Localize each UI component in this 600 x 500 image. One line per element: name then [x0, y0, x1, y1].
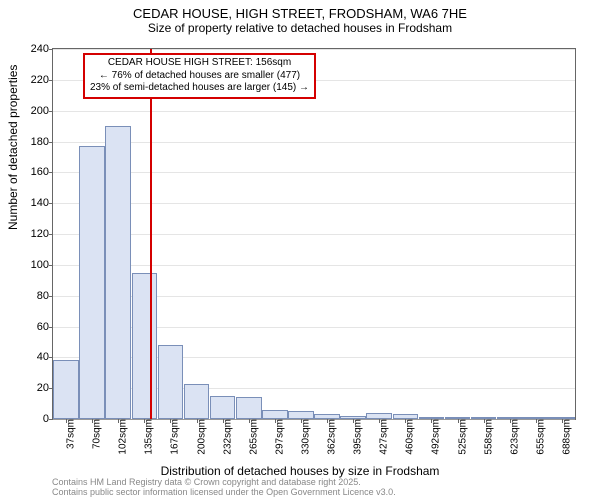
footer-line2: Contains public sector information licen…: [52, 488, 396, 498]
xtick-label: 135sqm: [142, 419, 155, 455]
ytick-label: 20: [37, 382, 53, 394]
gridline: [53, 265, 575, 266]
histogram-bar: [158, 345, 184, 419]
xtick-label: 492sqm: [429, 419, 442, 455]
ytick-label: 220: [31, 74, 53, 86]
gridline: [53, 142, 575, 143]
reference-line: [150, 49, 152, 419]
gridline: [53, 49, 575, 50]
gridline: [53, 111, 575, 112]
xtick-label: 623sqm: [507, 419, 520, 455]
ytick-label: 60: [37, 321, 53, 333]
gridline: [53, 203, 575, 204]
ytick-label: 240: [31, 43, 53, 55]
histogram-bar: [262, 410, 288, 419]
histogram-bar: [288, 411, 314, 419]
xtick-label: 395sqm: [351, 419, 364, 455]
histogram-bar: [132, 273, 158, 419]
xtick-label: 525sqm: [455, 419, 468, 455]
chart-subtitle: Size of property relative to detached ho…: [0, 21, 600, 35]
histogram-bar: [210, 396, 236, 419]
xtick-label: 167sqm: [168, 419, 181, 455]
ytick-label: 100: [31, 259, 53, 271]
xtick-label: 37sqm: [64, 419, 77, 449]
annotation-line: ← 76% of detached houses are smaller (47…: [90, 70, 309, 83]
xtick-label: 427sqm: [377, 419, 390, 455]
ytick-label: 200: [31, 105, 53, 117]
chart-title: CEDAR HOUSE, HIGH STREET, FRODSHAM, WA6 …: [0, 0, 600, 21]
histogram-bar: [184, 384, 210, 419]
histogram-bar: [105, 126, 131, 419]
xtick-label: 460sqm: [403, 419, 416, 455]
ytick-label: 160: [31, 166, 53, 178]
gridline: [53, 234, 575, 235]
xtick-label: 330sqm: [298, 419, 311, 455]
histogram-bar: [53, 360, 79, 419]
annotation-line: CEDAR HOUSE HIGH STREET: 156sqm: [90, 57, 309, 70]
ytick-label: 140: [31, 197, 53, 209]
histogram-bar: [79, 146, 105, 419]
chart-footer: Contains HM Land Registry data © Crown c…: [52, 478, 396, 498]
x-axis-label: Distribution of detached houses by size …: [0, 464, 600, 478]
xtick-label: 688sqm: [559, 419, 572, 455]
plot-area: 02040608010012014016018020022024037sqm70…: [52, 48, 576, 420]
xtick-label: 362sqm: [325, 419, 338, 455]
xtick-label: 297sqm: [272, 419, 285, 455]
xtick-label: 232sqm: [220, 419, 233, 455]
y-axis-label: Number of detached properties: [6, 65, 20, 230]
chart-container: CEDAR HOUSE, HIGH STREET, FRODSHAM, WA6 …: [0, 0, 600, 500]
ytick-label: 40: [37, 351, 53, 363]
gridline: [53, 172, 575, 173]
xtick-label: 655sqm: [533, 419, 546, 455]
ytick-label: 80: [37, 290, 53, 302]
xtick-label: 102sqm: [116, 419, 129, 455]
ytick-label: 180: [31, 136, 53, 148]
annotation-box: CEDAR HOUSE HIGH STREET: 156sqm← 76% of …: [83, 53, 316, 99]
xtick-label: 265sqm: [246, 419, 259, 455]
ytick-label: 0: [43, 413, 53, 425]
xtick-label: 558sqm: [481, 419, 494, 455]
xtick-label: 200sqm: [194, 419, 207, 455]
ytick-label: 120: [31, 228, 53, 240]
histogram-bar: [236, 397, 262, 419]
gridline: [53, 419, 575, 420]
xtick-label: 70sqm: [90, 419, 103, 449]
annotation-line: 23% of semi-detached houses are larger (…: [90, 82, 309, 95]
